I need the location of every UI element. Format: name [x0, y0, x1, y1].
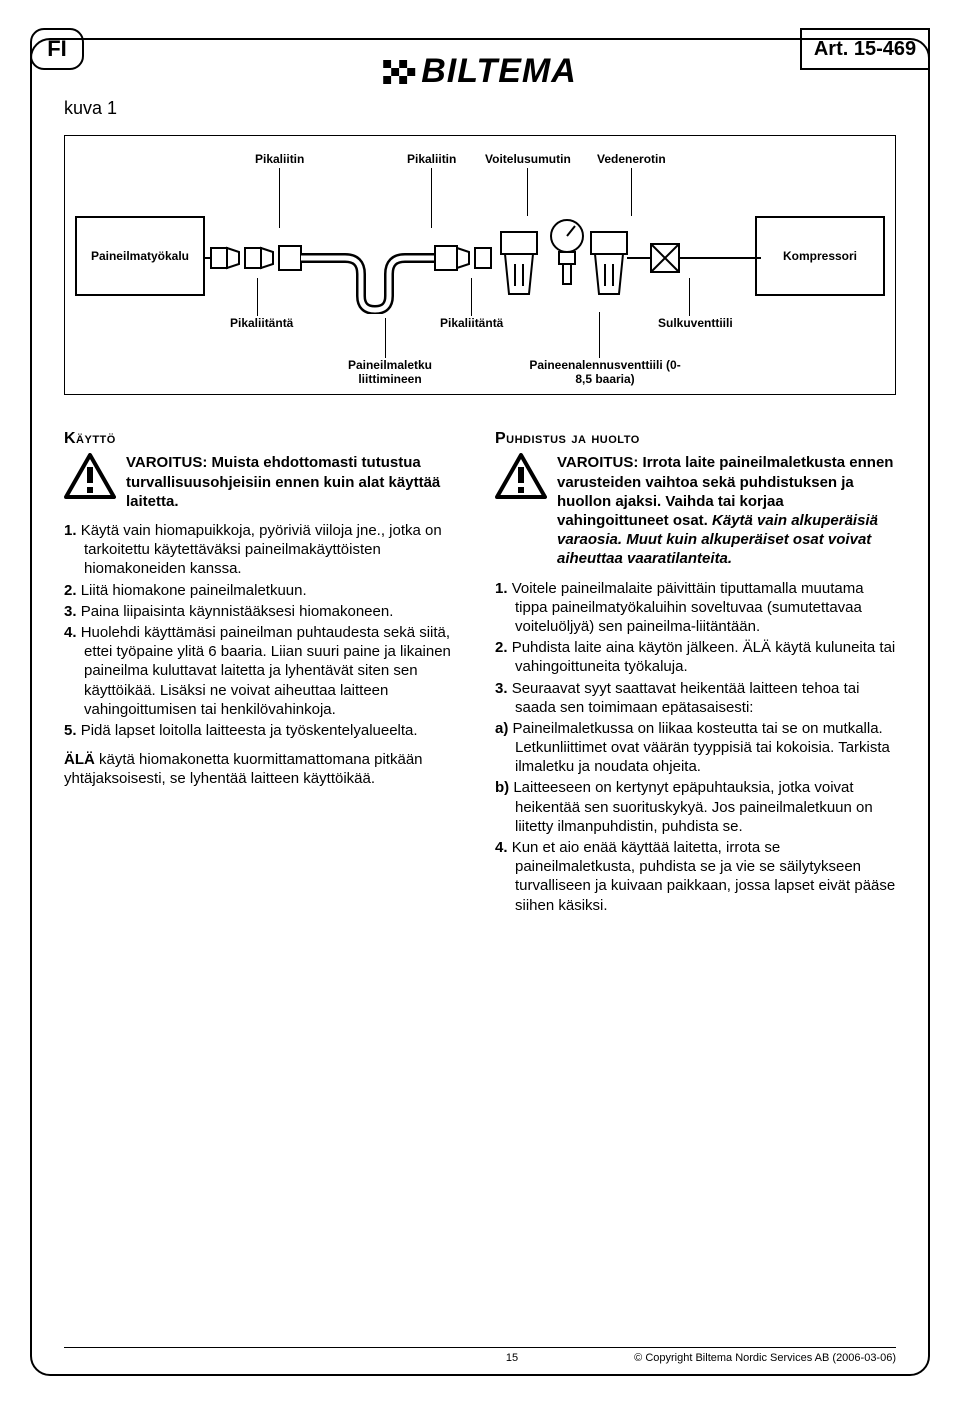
left-warning: VAROITUS: Muista ehdottomasti tutustua t…	[64, 453, 465, 511]
right-list: 1. Voitele paineilmalaite päivittäin tip…	[495, 579, 896, 915]
left-para: ÄLÄ käytä hiomakonetta kuormittamattoman…	[64, 750, 465, 788]
list-item: 2. Liitä hiomakone paineilmaletkuun.	[64, 581, 465, 600]
label-pikaliitin-2: Pikaliitin	[407, 152, 456, 166]
brand-text: BILTEMA	[421, 52, 577, 91]
label-paineenalennus: Paineenalennusventtiili (0-8,5 baaria)	[525, 358, 685, 386]
list-item: 1. Käytä vain hiomapuikkoja, pyöriviä vi…	[64, 521, 465, 579]
list-item: 2. Puhdista laite aina käytön jälkeen. Ä…	[495, 638, 896, 676]
warning-icon	[495, 453, 547, 499]
body-columns: Käyttö VAROITUS: Muista ehdottomasti tut…	[64, 429, 896, 925]
page-number: 15	[64, 1352, 960, 1364]
label-sulkuventtiili: Sulkuventtiili	[658, 316, 733, 330]
list-item: 1. Voitele paineilmalaite päivittäin tip…	[495, 579, 896, 637]
list-item: 3. Paina liipaisinta käynnistääksesi hio…	[64, 602, 465, 621]
right-heading: Puhdistus ja huolto	[495, 429, 896, 449]
label-pikaliitin-1: Pikaliitin	[255, 152, 304, 166]
page-footer: 15 © Copyright Biltema Nordic Services A…	[32, 1347, 928, 1364]
checker-icon	[383, 60, 415, 84]
brand-logo: BILTEMA	[365, 52, 595, 91]
compressor-box: Kompressori	[755, 216, 885, 296]
list-item: 4. Huolehdi käyttämäsi paineilman puhtau…	[64, 623, 465, 719]
label-voitelusumutin: Voitelusumutin	[485, 152, 571, 166]
list-item: 5. Pidä lapset loitolla laitteesta ja ty…	[64, 721, 465, 740]
label-pikaliitanta-1: Pikaliitäntä	[230, 316, 293, 330]
figure-caption: kuva 1	[64, 98, 896, 119]
left-column: Käyttö VAROITUS: Muista ehdottomasti tut…	[64, 429, 465, 925]
right-column: Puhdistus ja huolto VAROITUS: Irrota lai…	[495, 429, 896, 925]
left-warning-text: VAROITUS: Muista ehdottomasti tutustua t…	[126, 453, 465, 511]
tool-box: Paineilmatyökalu	[75, 216, 205, 296]
list-item: a) Paineilmaletkussa on liikaa kosteutta…	[495, 719, 896, 777]
pneumatic-diagram: Pikaliitin Pikaliitin Voitelusumutin Ved…	[64, 135, 896, 395]
list-item: 4. Kun et aio enää käyttää laitetta, irr…	[495, 838, 896, 915]
warning-icon	[64, 453, 116, 499]
label-pikaliitanta-2: Pikaliitäntä	[440, 316, 503, 330]
left-list: 1. Käytä vain hiomapuikkoja, pyöriviä vi…	[64, 521, 465, 740]
right-warning-text: VAROITUS: Irrota laite paineilmaletkusta…	[557, 453, 896, 568]
label-paineilmaletku: Paineilmaletku liittimineen	[335, 358, 445, 386]
label-vedenerotin: Vedenerotin	[597, 152, 666, 166]
page-frame: BILTEMA kuva 1 Pikaliitin Pikaliitin Voi…	[30, 38, 930, 1376]
right-warning: VAROITUS: Irrota laite paineilmaletkusta…	[495, 453, 896, 568]
list-item: b) Laitteeseen on kertynyt epäpuhtauksia…	[495, 778, 896, 836]
left-heading: Käyttö	[64, 429, 465, 449]
list-item: 3. Seuraavat syyt saattavat heikentää la…	[495, 679, 896, 717]
schematic-icon	[205, 214, 765, 314]
